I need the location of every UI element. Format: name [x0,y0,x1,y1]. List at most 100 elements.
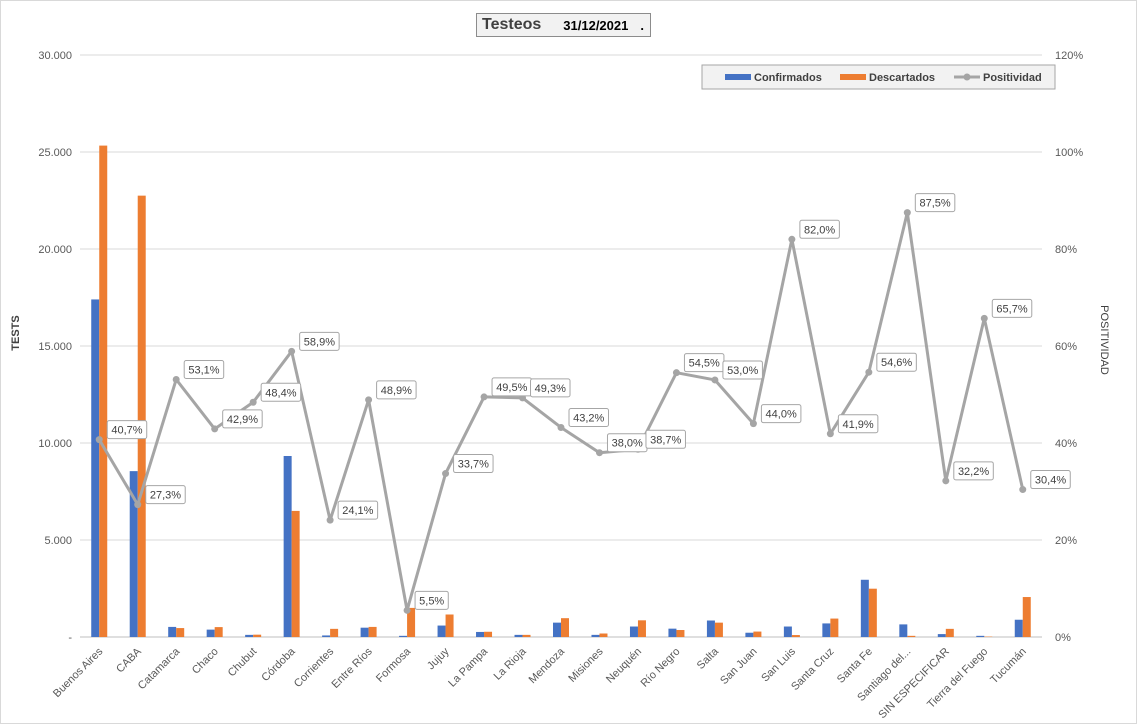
positivity-label: 32,2% [953,461,994,481]
legend-label-positividad: Positividad [983,72,1042,84]
positivity-label: 24,1% [337,500,379,520]
chart-title: Testeos [482,16,542,33]
positivity-label: 33,7% [453,454,494,474]
positivity-point [480,393,488,401]
bar-confirmados [206,629,215,637]
positivity-label: 87,5% [914,193,956,213]
label-text: 53,1% [188,364,219,376]
y-tick-label: 25.000 [38,147,72,159]
positivity-point [903,209,911,217]
bar-descartados [99,145,108,637]
y-tick-label: 5.000 [44,535,72,547]
bar-confirmados [899,624,908,637]
label-box [530,378,571,398]
positivity-point [788,235,796,243]
bar-confirmados [168,626,177,637]
bar-confirmados [129,471,138,637]
label-text: 33,7% [458,459,489,471]
y-tick-label: 10.000 [38,438,72,450]
positivity-point [672,369,680,377]
positivity-point [326,516,334,524]
label-text: 42,9% [227,414,258,426]
bar-descartados [907,635,916,637]
bar-descartados [676,630,685,637]
positivity-point [711,376,719,384]
positivity-point [826,430,834,438]
y-axis-title: TESTS [10,315,22,350]
x-tick-label: Jujuy [425,645,452,672]
bar-descartados [330,628,339,637]
label-text: 53,0% [727,365,758,377]
positivity-label: 38,0% [606,433,648,453]
bar-confirmados [745,632,754,637]
x-tick-label: San Luis [759,645,798,684]
bar-descartados [1022,597,1031,637]
x-tick-label: Formosa [374,645,414,685]
legend-label-descartados: Descartados [869,72,935,84]
label-box [222,409,263,429]
label-box [299,331,340,351]
positivity-label: 44,0% [760,404,802,424]
positivity-label: 5,5% [414,590,449,610]
positivity-point [595,449,603,457]
bar-confirmados [860,579,869,637]
label-box [837,414,879,434]
label-box [453,454,494,474]
bar-confirmados [706,620,715,637]
label-text: 58,9% [304,336,335,348]
positivity-label: 49,3% [530,378,571,398]
bar-descartados [599,633,608,637]
label-box [376,380,417,400]
label-box [260,382,302,402]
legend-swatch-marker [963,73,971,81]
x-tick-label: Chubut [226,646,260,680]
label-text: 54,6% [881,357,912,369]
positivity-point [365,396,373,404]
x-tick-label: Entre Ríos [329,645,375,691]
x-tick-label: Córdoba [259,645,298,684]
label-box [876,352,917,372]
bar-descartados [714,622,723,637]
x-tick-label: La Pampa [446,645,491,690]
label-text: 30,4% [1035,475,1066,487]
bar-descartados [407,607,416,637]
positivity-point [288,347,296,355]
left-axis-ticks: - 5.000 10.000 15.000 20.000 25.000 30.000 [38,50,72,644]
y2-tick-label: 80% [1055,244,1077,256]
label-box [760,404,802,424]
positivity-label: 42,9% [222,409,263,429]
positivity-point [249,398,257,406]
bar-descartados [291,510,300,637]
label-text: 49,3% [535,383,566,395]
positivity-point [95,436,103,444]
legend-swatch-descartados [840,74,866,80]
bar-descartados [137,195,146,637]
label-text: 24,1% [342,505,373,517]
positivity-point [557,423,565,431]
label-text: 48,4% [265,387,296,399]
x-tick-label: Tucumán [988,646,1029,687]
chart-title-box: Testeos 31/12/2021 . [476,13,651,37]
label-text: 41,9% [843,419,874,431]
y2-tick-label: 60% [1055,341,1077,353]
bar-confirmados [553,622,561,637]
label-text: 82,0% [804,224,835,236]
bar-confirmados [437,625,446,637]
x-tick-label: Río Negro [639,646,683,690]
bars [91,145,1031,637]
positivity-label: 82,0% [799,219,840,239]
positivity-label: 54,5% [683,353,725,373]
positivity-point [1019,486,1027,494]
bar-confirmados [629,626,638,637]
label-text: 48,9% [381,385,412,397]
legend: Confirmados Descartados Positividad [701,64,1056,90]
positivity-label: 38,7% [645,429,686,449]
positivity-point [749,420,757,428]
bar-confirmados [476,631,485,637]
positivity-line [95,209,1027,614]
y2-tick-label: 20% [1055,535,1077,547]
x-tick-label: Neuquén [604,646,644,686]
label-box [953,461,994,481]
bar-descartados [176,628,185,637]
